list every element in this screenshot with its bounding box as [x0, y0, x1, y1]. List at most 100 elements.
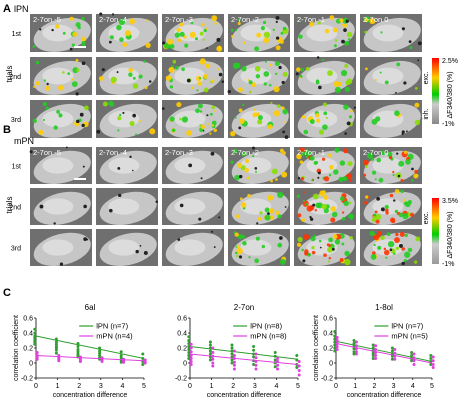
data-point	[354, 350, 358, 354]
data-point	[393, 348, 397, 351]
data-point	[54, 346, 58, 350]
data-point	[412, 356, 416, 360]
data-point	[98, 349, 102, 353]
data-point	[54, 351, 58, 355]
data-point	[429, 354, 433, 357]
data-point	[254, 363, 258, 367]
panel-a-image-tile	[360, 57, 422, 95]
data-point	[232, 360, 236, 364]
data-point	[252, 348, 256, 352]
data-point	[333, 346, 337, 350]
data-point	[76, 348, 80, 351]
panel-b-colorbar-min: -1%	[442, 261, 454, 268]
data-point	[273, 365, 277, 369]
data-point	[54, 342, 58, 346]
y-tick-label: 0.2	[23, 346, 33, 353]
panel-b-colorbar-exc: exc.	[423, 212, 430, 225]
panel-b-image-tile: 2-7on -3	[162, 147, 224, 184]
panel-a-image-grid: 1st 2-7on -5 2-7on -4 2-7on -3 2-7on -2 2-7on…	[9, 12, 422, 139]
data-point	[333, 334, 337, 338]
panel-b-trials-label: trials	[5, 197, 14, 214]
data-point	[374, 344, 378, 348]
panel-a: A lPN trials 1st 2-7on -5 2-7on -4 2-7on -3…	[3, 3, 458, 139]
panel-a-column-label: 2-7on -3	[165, 15, 193, 24]
x-tick-label: 1	[353, 383, 357, 390]
data-point	[393, 357, 397, 361]
data-point	[230, 343, 234, 347]
data-point	[119, 350, 123, 354]
panel-b-image-tile: 2-7on -1	[294, 147, 356, 184]
y-tick-label: 0.6	[23, 316, 33, 323]
data-point	[295, 366, 299, 369]
data-point	[333, 337, 337, 341]
panel-b-image-tile	[228, 229, 290, 266]
data-point	[371, 354, 375, 357]
data-point	[208, 352, 212, 356]
data-point	[187, 354, 191, 357]
data-point	[352, 347, 356, 351]
data-point	[429, 357, 433, 360]
data-point	[431, 355, 435, 359]
data-point	[412, 363, 416, 366]
y-tick-label: -0.2	[321, 376, 333, 383]
panel-a-image-tile	[360, 100, 422, 138]
data-point	[297, 369, 301, 372]
data-point	[141, 352, 145, 356]
y-tick-label: 0.6	[177, 316, 187, 323]
y-tick-label: -0.2	[175, 376, 187, 383]
panel-a-image-tile	[96, 57, 158, 95]
data-point	[33, 336, 37, 340]
panel-a-image-tile: 2-7on -1	[294, 14, 356, 52]
data-point	[98, 351, 102, 355]
legend-entry: mPN (n=8)	[250, 332, 287, 341]
data-point	[211, 346, 215, 350]
panel-b-column-label: 2-7on -3	[165, 148, 193, 157]
data-point	[100, 360, 104, 363]
panel-a-image-tile: 2-7on -3	[162, 14, 224, 52]
data-point	[33, 342, 37, 346]
panel-a-title: lPN	[14, 4, 29, 14]
y-tick-label: 0.4	[177, 331, 187, 338]
data-point	[189, 357, 193, 360]
y-tick-label: 0.2	[177, 346, 187, 353]
panel-a-row-label: 3rd	[11, 117, 21, 124]
panel-a-column-label: 2-7on -2	[231, 15, 259, 24]
panel-b-image-tile	[96, 229, 158, 266]
data-point	[211, 361, 215, 365]
panel-a-colorbar-inh: inh.	[423, 108, 430, 119]
legend-entry: lPN (n=8)	[250, 322, 282, 331]
data-point	[252, 355, 256, 359]
panel-a-column-label: 2-7on 0	[363, 15, 388, 24]
data-point	[390, 357, 394, 361]
panel-b-colorbar	[432, 198, 439, 264]
data-point	[208, 340, 212, 344]
data-point	[295, 354, 299, 357]
panel-b-image-tile	[228, 188, 290, 225]
x-tick-label: 4	[411, 383, 415, 390]
data-point	[412, 352, 416, 356]
data-point	[98, 354, 102, 357]
panel-b-image-tile	[360, 229, 422, 266]
panel-b-image-tile	[294, 188, 356, 225]
data-point	[187, 351, 191, 354]
x-tick-label: 0	[34, 383, 38, 390]
data-point	[54, 340, 58, 344]
panel-b-image-grid: 1st 2-7on -5 2-7on -4 2-7on -3 2-7on -2 2-7on…	[9, 146, 422, 266]
series-mpn	[189, 342, 301, 377]
panel-b-image-tile	[30, 229, 92, 266]
y-tick-label: 0.4	[323, 331, 333, 338]
data-point	[33, 334, 37, 338]
panel-b-image-tile: 2-7on -2	[228, 146, 290, 184]
data-point	[122, 360, 126, 364]
panel-c-letter: C	[3, 287, 11, 299]
y-tick-label: 0	[29, 361, 33, 368]
panel-b-image-tile	[30, 188, 92, 225]
data-point	[230, 352, 234, 356]
data-point	[230, 358, 234, 362]
data-point	[211, 357, 215, 361]
panel-a-column-label: 2-7on -1	[297, 15, 325, 24]
x-tick-label: 2	[77, 383, 81, 390]
x-axis-label: concentration difference	[347, 392, 422, 399]
